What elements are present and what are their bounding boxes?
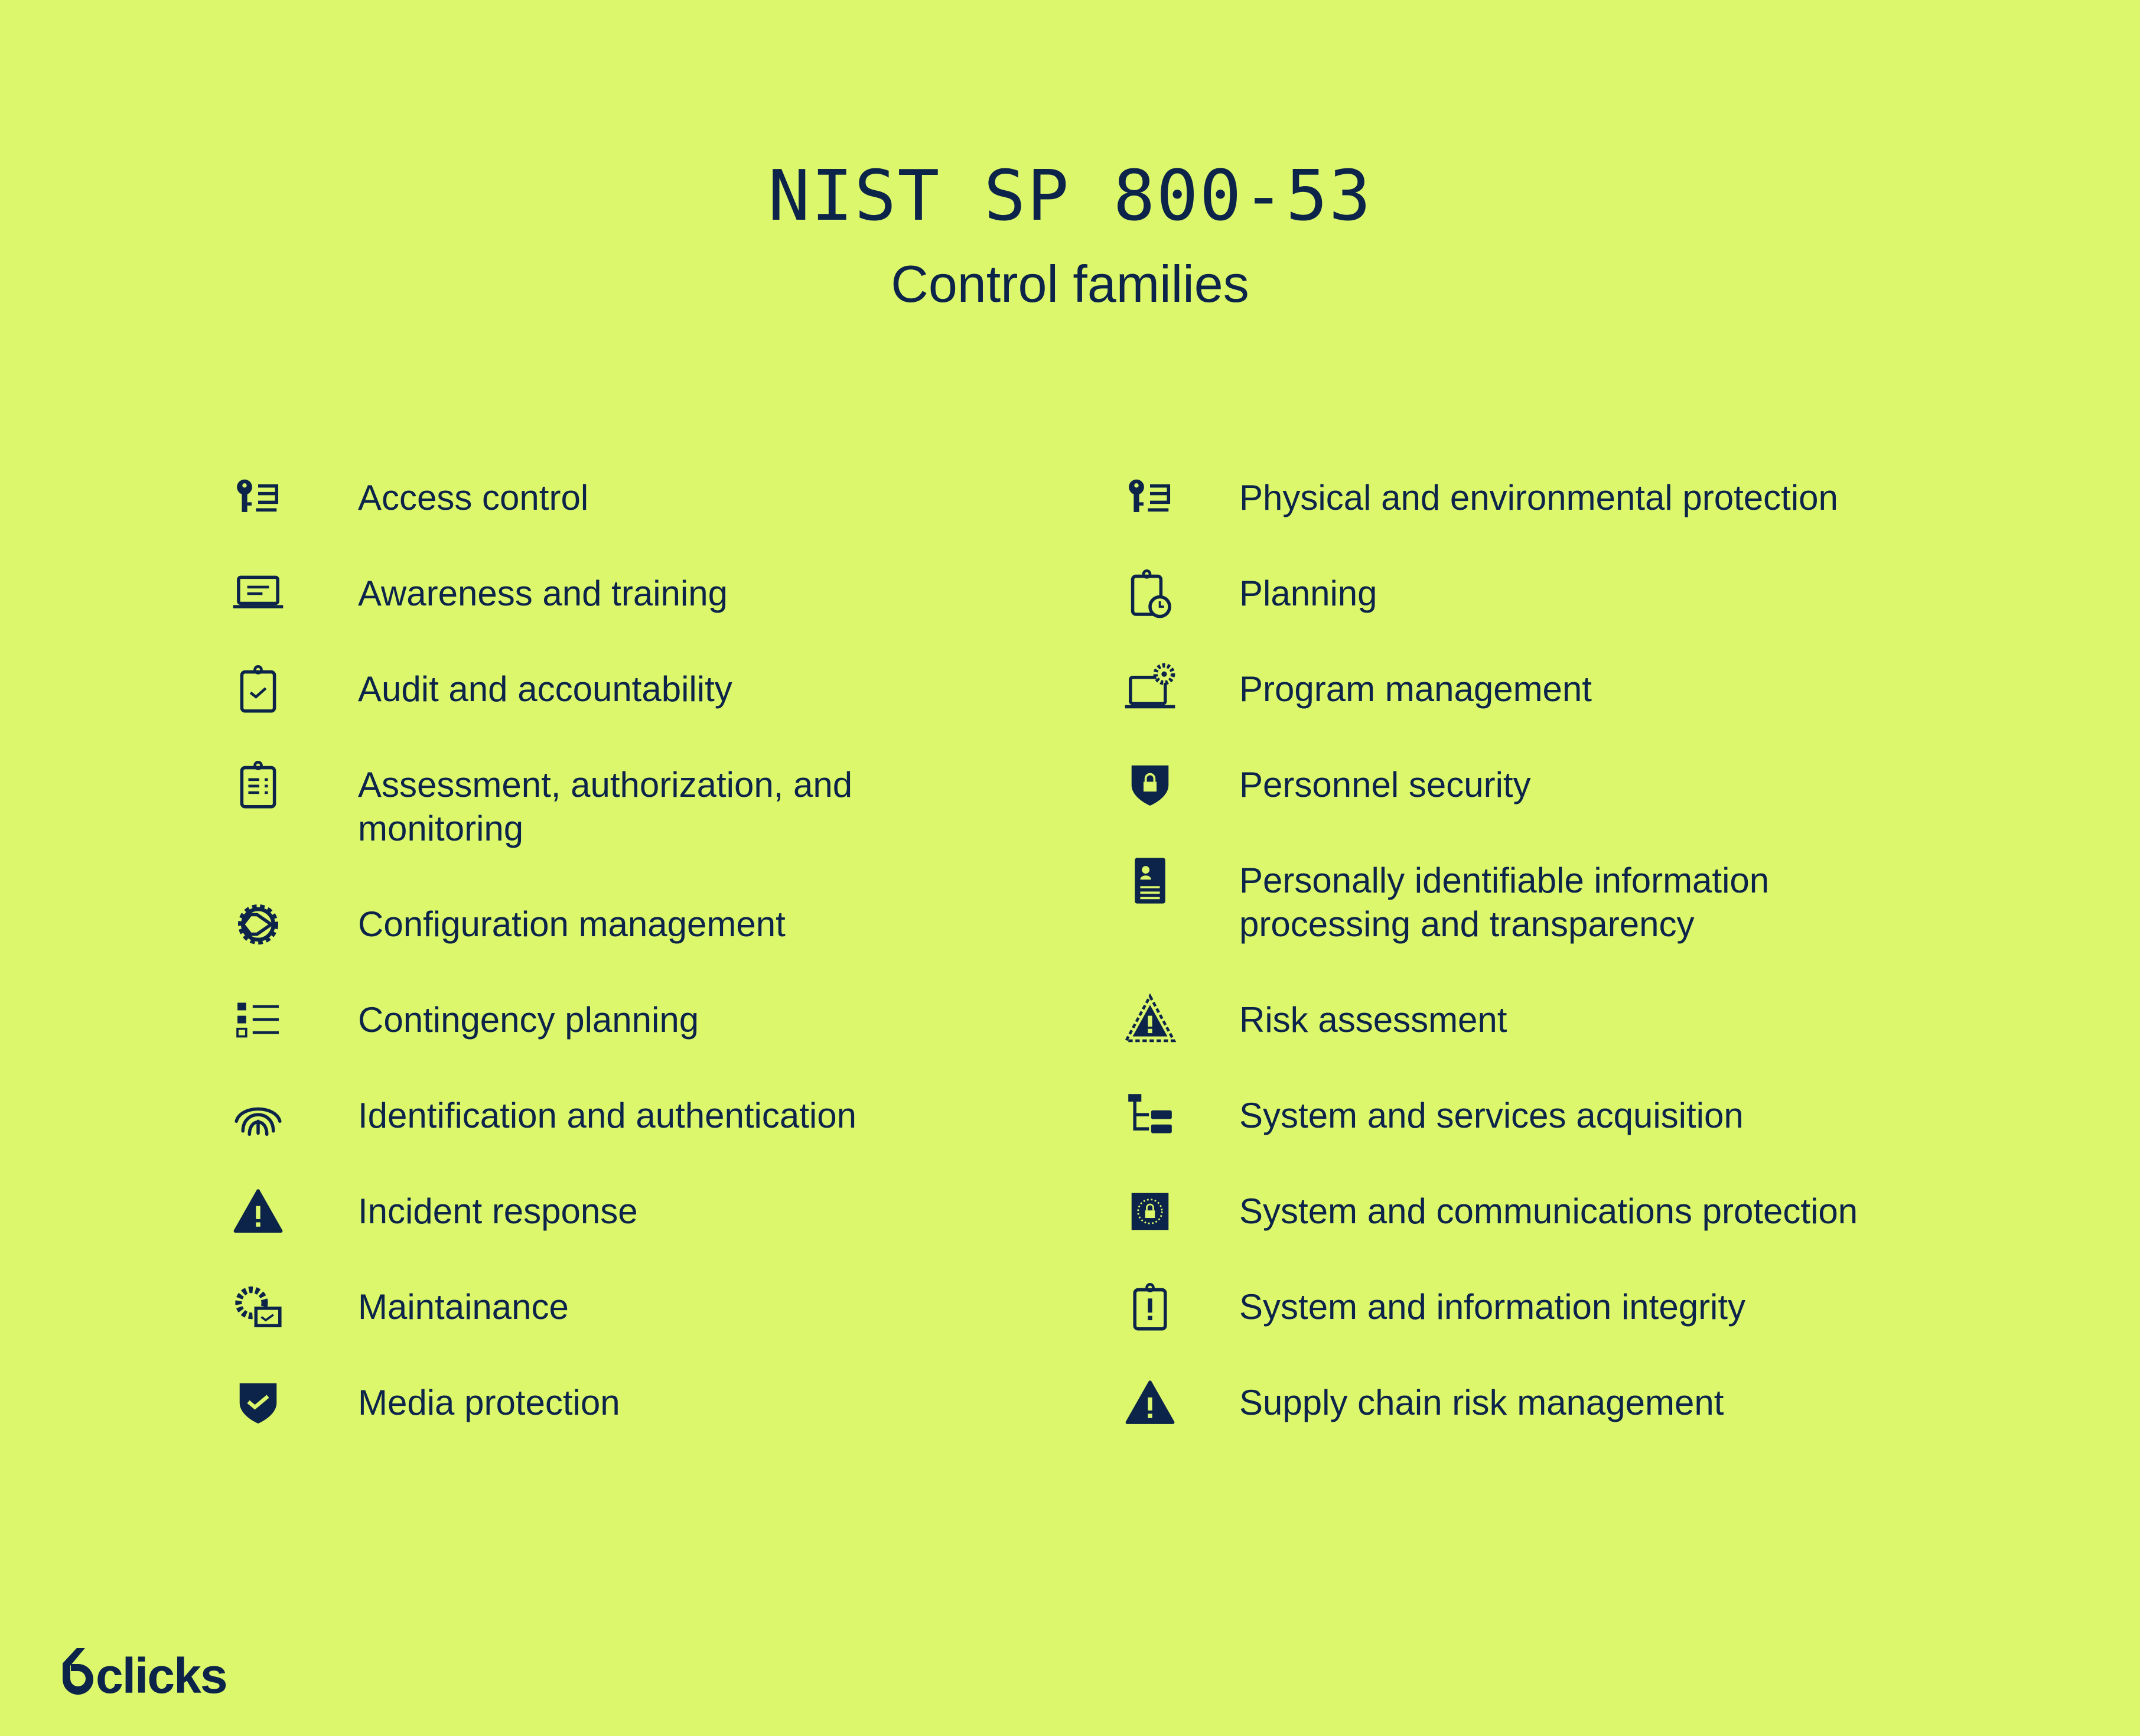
page-subtitle: Control families (891, 255, 1249, 313)
id-document-icon (1116, 858, 1184, 904)
warning-icon (1116, 1380, 1184, 1425)
list-item: Awareness and training (224, 572, 992, 615)
control-family-label: Program management (1239, 669, 1592, 709)
control-family-label: System and services acquisition (1239, 1096, 1744, 1135)
warning-icon (224, 1189, 292, 1233)
warning-dashed-icon (1116, 993, 1184, 1043)
clipboard-list-icon (224, 761, 292, 809)
control-family-label: Physical and environmental protection (1239, 478, 1838, 517)
list-item: System and information integrity (1116, 1283, 2002, 1331)
shield-check-icon (224, 1381, 292, 1425)
control-family-label: Identification and authentication (358, 1096, 856, 1135)
list-item: Maintainance (224, 1285, 992, 1329)
control-family-label: Personally identifiable information proc… (1239, 861, 1770, 944)
control-family-label: Media protection (358, 1383, 620, 1422)
6clicks-logo: clicks (59, 1648, 230, 1704)
list-item: Planning (1116, 569, 2002, 618)
control-family-label: Planning (1239, 574, 1377, 613)
gear-window-icon (224, 1285, 292, 1329)
list-item: Identification and authentication (224, 1094, 992, 1138)
control-family-label: System and communications protection (1239, 1191, 1858, 1231)
lock-chip-icon (1116, 1190, 1184, 1233)
control-family-label: Contingency planning (358, 1000, 699, 1040)
list-icon (224, 998, 292, 1042)
laptop-icon (224, 572, 292, 615)
list-item: Access control (224, 476, 992, 520)
list-item: Configuration management (224, 903, 992, 946)
clipboard-clock-icon (1116, 569, 1184, 618)
control-family-label: Supply chain risk management (1239, 1383, 1724, 1422)
control-family-label: Assessment, authorization, and monitorin… (358, 765, 853, 848)
list-item: Personnel security (1116, 763, 2002, 807)
control-family-label: Risk assessment (1239, 1000, 1507, 1040)
key-list-icon (224, 476, 292, 520)
list-item: System and communications protection (1116, 1190, 2002, 1233)
list-item: Physical and environmental protection (1116, 476, 2002, 520)
list-item: Program management (1116, 663, 2002, 711)
right-column: Physical and environmental protection Pla… (1116, 476, 2002, 1477)
control-family-label: Awareness and training (358, 574, 728, 613)
control-family-label: Incident response (358, 1191, 638, 1231)
clipboard-alert-icon (1116, 1283, 1184, 1331)
hierarchy-icon (1116, 1094, 1184, 1138)
list-item: System and services acquisition (1116, 1094, 2002, 1138)
left-column: Access control Awareness and training Audi… (224, 476, 992, 1477)
list-item: Supply chain risk management (1116, 1380, 2002, 1425)
control-family-label: Personnel security (1239, 765, 1531, 805)
control-family-label: Access control (358, 478, 589, 517)
list-item: Assessment, authorization, and monitorin… (224, 761, 992, 851)
list-item: Personally identifiable information proc… (1116, 858, 2002, 946)
gear-play-icon (224, 903, 292, 946)
list-item: Audit and accountability (224, 665, 992, 713)
shield-lock-icon (1116, 763, 1184, 807)
laptop-gear-icon (1116, 663, 1184, 711)
list-item: Media protection (224, 1381, 992, 1425)
page-title: NIST SP 800-53 (768, 155, 1372, 236)
control-family-label: Configuration management (358, 904, 786, 944)
key-list-icon (1116, 476, 1184, 520)
clipboard-check-icon (224, 665, 292, 713)
svg-text:clicks: clicks (96, 1648, 227, 1695)
list-item: Incident response (224, 1189, 992, 1233)
control-family-label: System and information integrity (1239, 1287, 1746, 1327)
control-family-label: Maintainance (358, 1287, 569, 1327)
list-item: Contingency planning (224, 998, 992, 1042)
control-family-label: Audit and accountability (358, 669, 732, 709)
fingerprint-icon (224, 1094, 292, 1138)
list-item: Risk assessment (1116, 993, 2002, 1043)
